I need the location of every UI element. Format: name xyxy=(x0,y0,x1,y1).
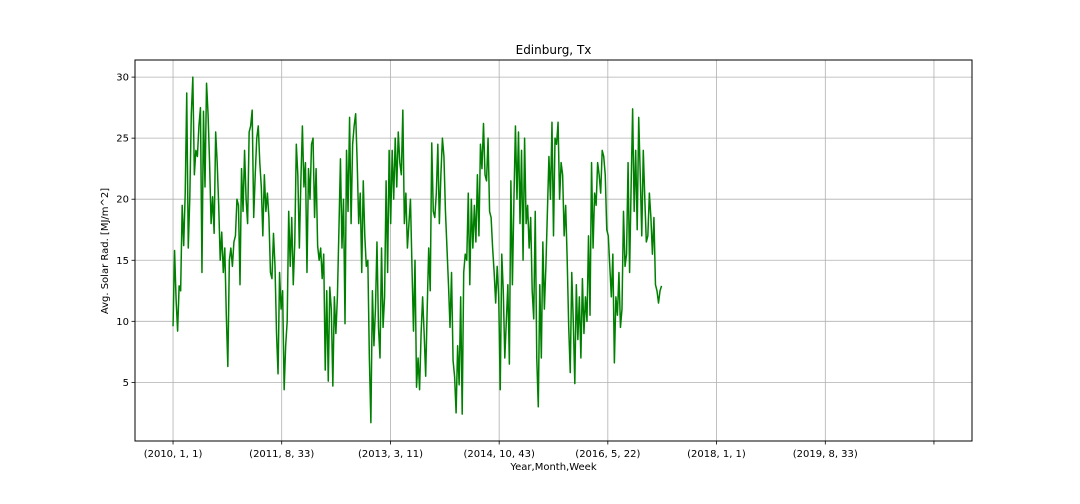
x-axis-label: Year,Month,Week xyxy=(509,462,596,473)
chart-title: Edinburg, Tx xyxy=(516,43,592,57)
y-tick-label: 10 xyxy=(116,317,129,328)
y-tick-label: 20 xyxy=(116,195,129,206)
y-axis-label: Avg. Solar Rad. [MJ/m^2] xyxy=(100,188,111,314)
x-tick-label: (2013, 3, 11) xyxy=(358,449,423,460)
x-tick-label: (2016, 5, 22) xyxy=(575,449,640,460)
x-tick-label: (2018, 1, 1) xyxy=(687,449,746,460)
y-tick-label: 25 xyxy=(116,134,129,145)
y-tick-label: 30 xyxy=(116,73,129,84)
x-tick-label: (2019, 8, 33) xyxy=(793,449,858,460)
y-tick-label: 15 xyxy=(116,256,129,267)
x-tick-label: (2014, 10, 43) xyxy=(463,449,535,460)
x-tick-label: (2011, 8, 33) xyxy=(249,449,314,460)
x-tick-label: (2010, 1, 1) xyxy=(144,449,203,460)
y-tick-label: 5 xyxy=(123,378,129,389)
